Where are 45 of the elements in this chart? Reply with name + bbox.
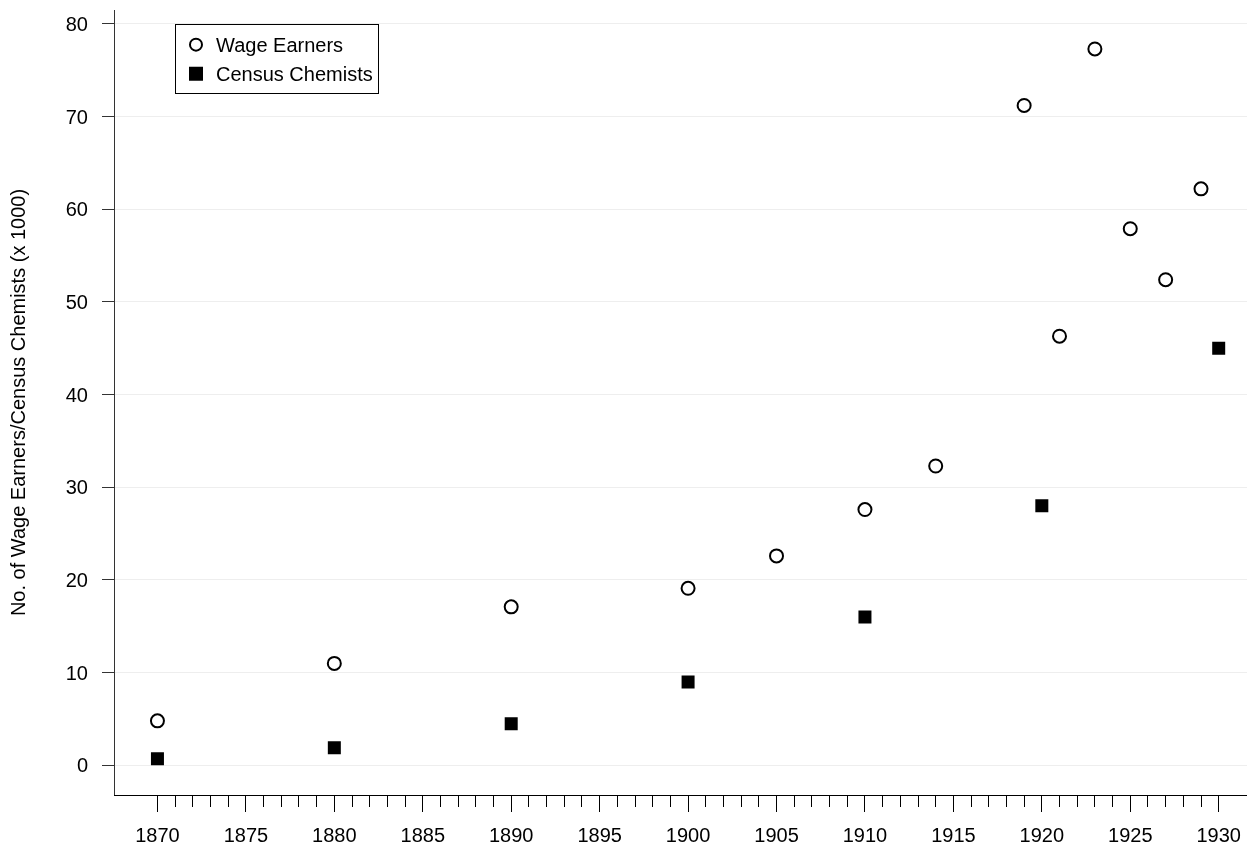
x-tick-label: 1880 (312, 824, 357, 845)
point (857, 502, 873, 518)
x-tick-label: 1885 (400, 824, 446, 845)
y-tick-label: 80 (65, 12, 88, 35)
point (504, 717, 518, 731)
point (858, 610, 872, 624)
point (1122, 221, 1138, 237)
point (1087, 41, 1103, 57)
x-tick-label: 1930 (1196, 824, 1241, 845)
point (1035, 499, 1049, 513)
point (1016, 97, 1032, 113)
x-tick-label: 1910 (842, 824, 888, 845)
y-tick-label: 10 (65, 661, 88, 684)
point (681, 675, 695, 689)
point (1158, 272, 1174, 288)
legend-label: Census Chemists (216, 63, 373, 86)
y-tick-label: 30 (65, 476, 88, 499)
point (928, 458, 944, 474)
point (680, 580, 696, 596)
y-tick-label: 70 (65, 105, 88, 128)
y-tick-label: 20 (65, 568, 88, 591)
point (149, 713, 165, 729)
x-tick-label: 1870 (135, 824, 180, 845)
point (1052, 328, 1068, 344)
point (327, 741, 341, 755)
point (150, 752, 164, 766)
x-tick-label: 1895 (577, 824, 622, 845)
legend-label: Wage Earners (216, 34, 344, 57)
point (326, 655, 342, 671)
x-tick-label: 1915 (931, 824, 976, 845)
x-tick-label: 1900 (665, 824, 711, 845)
x-tick-label: 1905 (754, 824, 799, 845)
point (769, 548, 785, 564)
y-tick-label: 0 (76, 754, 88, 777)
y-axis-title: No. of Wage Earners/Census Chemists (x 1000) (7, 188, 30, 617)
y-tick-label: 40 (65, 383, 88, 406)
y-tick-label: 50 (65, 290, 88, 313)
point (1212, 341, 1226, 355)
y-tick-label: 60 (65, 198, 88, 221)
x-tick-label: 1875 (223, 824, 269, 845)
x-tick-label: 1890 (488, 824, 534, 845)
x-tick-label: 1925 (1108, 824, 1153, 845)
x-tick-label: 1920 (1019, 824, 1065, 845)
point (1193, 181, 1209, 197)
point (503, 599, 519, 615)
